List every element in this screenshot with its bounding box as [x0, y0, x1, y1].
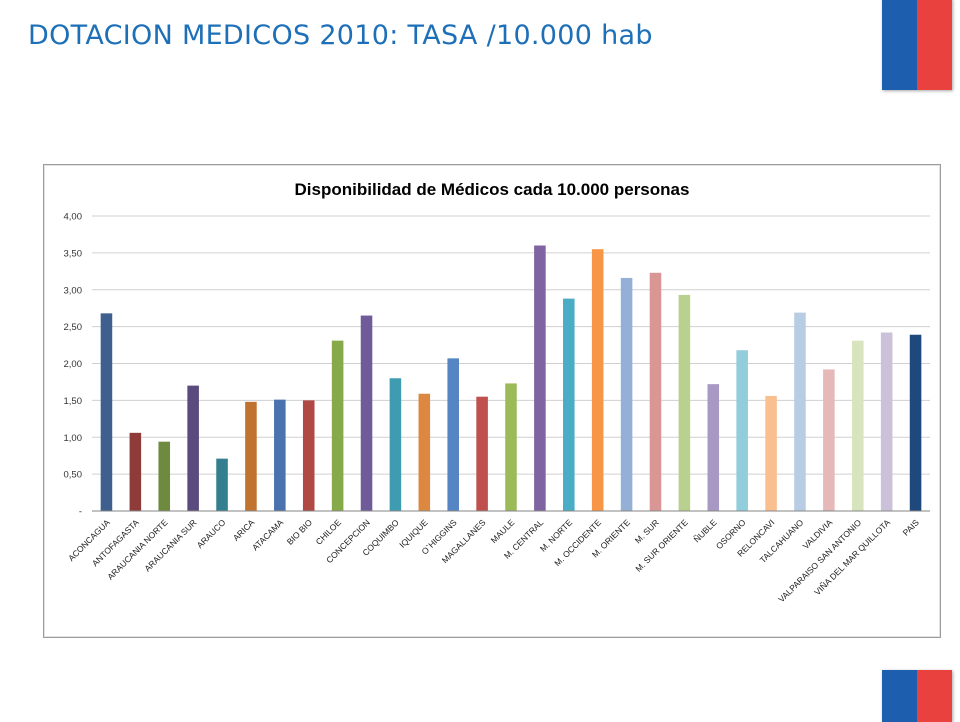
x-tick-label: M. SUR ORIENTE — [633, 517, 690, 574]
bar — [880, 332, 893, 511]
bar — [245, 401, 257, 511]
bar — [331, 340, 344, 511]
bar-chart: Disponibilidad de Médicos cada 10.000 pe… — [64, 180, 930, 604]
bar — [678, 294, 691, 511]
y-tick-label: - — [79, 507, 82, 518]
bar — [476, 396, 488, 511]
y-tick-label: 3,00 — [64, 285, 83, 296]
bar — [591, 249, 604, 511]
flag-red-band — [917, 670, 952, 722]
y-axis-tick-labels: - 0,50 1,00 1,50 2,00 2,50 3,00 3,50 4,00 — [64, 212, 83, 518]
bar — [620, 277, 633, 511]
x-tick-label: BIO BIO — [285, 517, 315, 547]
y-tick-label: 1,00 — [64, 433, 83, 444]
bar — [649, 272, 662, 511]
bar — [909, 334, 922, 511]
slide-title: DOTACION MEDICOS 2010: TASA /10.000 hab — [28, 20, 653, 51]
x-tick-label: ARAUCO — [195, 517, 228, 550]
bar — [418, 393, 431, 511]
chart-title: Disponibilidad de Médicos cada 10.000 pe… — [295, 180, 690, 199]
bar — [794, 312, 806, 511]
x-tick-label: MAULE — [489, 517, 517, 545]
y-tick-label: 1,50 — [64, 396, 83, 407]
bar — [736, 350, 748, 511]
bar — [187, 385, 199, 511]
chart-frame: Disponibilidad de Médicos cada 10.000 pe… — [43, 164, 941, 638]
flag-red-band — [917, 0, 952, 90]
x-tick-label: PAIS — [901, 517, 922, 538]
flag-blue-band — [882, 670, 917, 722]
bar — [129, 432, 142, 511]
bar — [534, 245, 546, 511]
bar — [360, 315, 373, 511]
bar — [389, 378, 402, 511]
bar — [851, 340, 864, 511]
bar — [100, 313, 113, 511]
bar — [765, 395, 777, 511]
chile-flag-logo-top — [882, 0, 952, 90]
bar — [505, 383, 517, 511]
x-tick-label: M. SUR — [633, 517, 661, 545]
y-tick-label: 2,00 — [64, 359, 83, 370]
x-tick-label: ARAUCANIA SUR — [142, 517, 198, 573]
y-tick-label: 0,50 — [64, 470, 83, 481]
bar — [823, 369, 835, 511]
y-tick-label: 2,50 — [64, 322, 83, 333]
flag-blue-band — [882, 0, 917, 90]
bars — [100, 245, 922, 511]
chile-flag-logo-bottom — [882, 670, 952, 722]
bar — [274, 399, 286, 511]
bar — [302, 400, 315, 511]
x-tick-label: ÑUBLE — [692, 517, 719, 544]
y-tick-label: 4,00 — [64, 212, 83, 223]
y-tick-label: 3,50 — [64, 248, 83, 259]
x-tick-label: ARICA — [231, 517, 257, 543]
bar — [563, 298, 575, 511]
bar — [158, 441, 171, 511]
x-tick-label: ATACAMA — [250, 517, 285, 552]
bar — [216, 458, 228, 511]
bar — [707, 384, 720, 511]
bar — [447, 358, 459, 511]
